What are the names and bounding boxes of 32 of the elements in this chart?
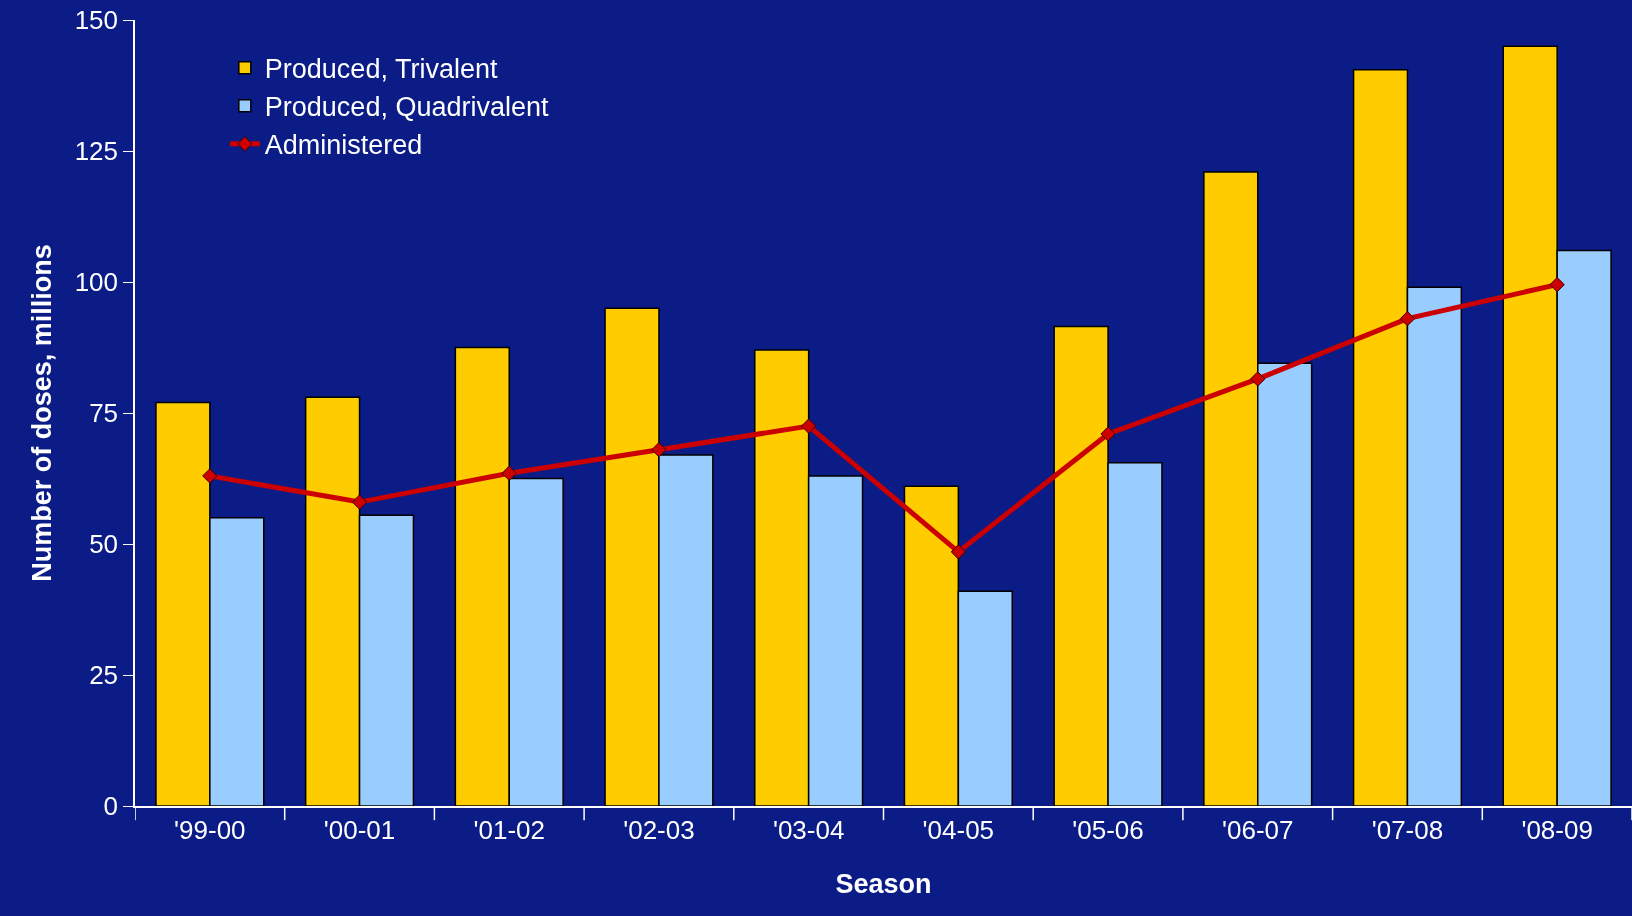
y-tick-label: 50 (89, 529, 119, 560)
y-tick-label: 100 (74, 267, 119, 298)
x-tick-label: '03-04 (772, 814, 845, 845)
x-axis-title: Season (835, 868, 932, 899)
x-tick-label: '08-09 (1521, 814, 1593, 845)
y-tick-label: 75 (89, 398, 119, 429)
y-tick-label: 125 (74, 136, 119, 167)
legend-label: Produced, Trivalent (264, 54, 498, 85)
x-tick-label: '05-06 (1072, 814, 1144, 845)
x-tick-label: '07-08 (1371, 814, 1444, 845)
point (950, 544, 966, 560)
x-tick-label: '99-00 (174, 814, 246, 845)
legend-label: Administered (264, 130, 423, 161)
point (1100, 426, 1116, 442)
y-axis-title: Number of doses, millions (27, 244, 58, 582)
x-tick-label: '00-01 (323, 814, 396, 845)
x-tick-label: '02-03 (623, 814, 695, 845)
legend-label: Produced, Quadrivalent (264, 92, 549, 123)
point (1549, 276, 1565, 293)
x-tick-label: '06-07 (1222, 814, 1294, 845)
y-tick-label: 0 (103, 791, 119, 822)
point (801, 418, 817, 434)
point (202, 468, 218, 484)
y-tick-label: 25 (89, 660, 119, 691)
point (651, 442, 667, 458)
y-tick-label: 150 (74, 5, 119, 36)
point (1250, 371, 1266, 387)
point (1399, 311, 1416, 327)
point (501, 465, 517, 481)
point (351, 494, 368, 510)
x-tick-label: '01-02 (473, 814, 545, 845)
x-tick-label: '04-05 (922, 814, 995, 845)
